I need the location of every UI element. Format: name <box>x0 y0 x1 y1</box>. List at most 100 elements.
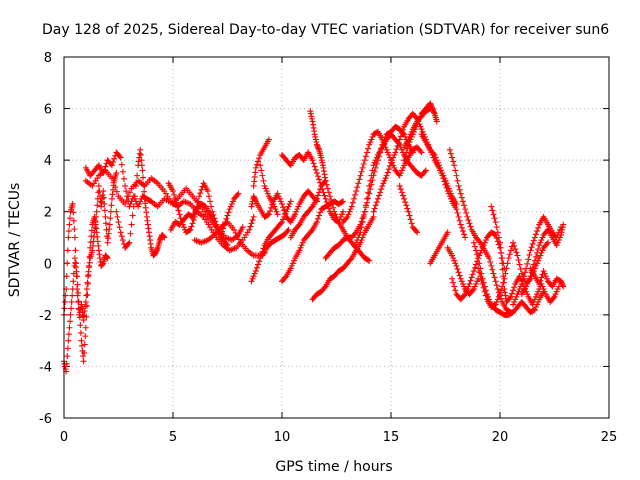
data-point <box>403 202 410 209</box>
data-point <box>553 288 560 295</box>
data-point <box>364 195 371 202</box>
data-point <box>279 219 285 226</box>
grid-layer <box>64 57 609 418</box>
data-point <box>488 203 495 210</box>
data-point <box>489 266 496 273</box>
data-point <box>66 318 73 325</box>
data-point <box>494 229 501 236</box>
series-track <box>61 170 120 324</box>
data-point <box>119 168 126 175</box>
data-point <box>258 167 265 174</box>
data-point <box>352 191 359 198</box>
data-points <box>61 100 567 375</box>
data-point <box>535 288 542 295</box>
data-point <box>110 179 117 186</box>
data-point <box>407 131 414 138</box>
data-point <box>71 234 78 241</box>
data-point <box>66 324 73 331</box>
data-point <box>405 208 412 215</box>
data-point <box>404 205 411 212</box>
data-point <box>524 280 531 287</box>
data-point <box>543 240 550 247</box>
data-point <box>249 275 256 282</box>
data-point <box>511 284 518 291</box>
data-point <box>83 286 90 293</box>
x-tick-label: 0 <box>60 430 68 445</box>
data-point <box>224 242 231 249</box>
data-point <box>530 307 537 314</box>
data-point <box>314 192 321 199</box>
data-point <box>69 200 76 207</box>
data-point <box>78 342 85 349</box>
data-point <box>538 237 545 244</box>
data-point <box>231 226 238 233</box>
data-point <box>393 146 400 153</box>
data-point <box>487 258 494 265</box>
data-point <box>338 211 345 218</box>
y-tick-label: -2 <box>39 309 52 324</box>
data-point <box>310 160 317 167</box>
data-point <box>479 244 486 251</box>
data-point <box>406 212 413 219</box>
data-point <box>481 239 488 246</box>
data-point <box>113 208 120 215</box>
data-point <box>72 247 79 254</box>
data-point <box>356 176 363 183</box>
data-point <box>123 197 130 204</box>
data-point <box>329 200 336 207</box>
data-point <box>544 239 551 246</box>
data-point <box>104 255 111 262</box>
data-point <box>298 242 305 249</box>
data-point <box>108 175 115 182</box>
data-point <box>468 274 475 281</box>
data-point <box>369 167 376 174</box>
data-point <box>131 193 138 200</box>
data-point <box>361 208 368 215</box>
data-point <box>68 298 75 305</box>
data-point <box>399 164 406 171</box>
data-point <box>536 280 543 287</box>
data-point <box>132 182 139 189</box>
data-point <box>526 251 533 258</box>
data-point <box>381 177 388 184</box>
data-point <box>476 269 483 276</box>
data-point <box>333 213 340 220</box>
data-point <box>452 167 459 174</box>
series-track <box>167 200 231 249</box>
data-point <box>116 153 123 160</box>
data-point <box>398 167 405 174</box>
data-point <box>223 240 230 247</box>
data-point <box>72 260 79 267</box>
data-point <box>282 211 289 218</box>
data-point <box>368 136 375 143</box>
data-point <box>64 260 71 267</box>
data-point <box>429 151 436 158</box>
data-point <box>62 298 69 305</box>
series-track <box>418 131 469 241</box>
data-point <box>478 277 485 284</box>
data-point <box>529 240 536 247</box>
data-point <box>466 220 473 227</box>
data-point <box>328 197 335 204</box>
data-point <box>282 274 289 281</box>
data-point <box>204 188 211 195</box>
data-point <box>494 296 501 303</box>
data-point <box>445 190 452 197</box>
data-point <box>68 305 75 312</box>
x-axis-label: GPS time / hours <box>275 459 392 475</box>
data-point <box>457 275 464 282</box>
data-point <box>531 257 538 264</box>
data-point <box>127 230 134 237</box>
series-track <box>279 149 347 226</box>
data-point <box>73 273 80 280</box>
data-point <box>367 139 374 146</box>
data-point <box>437 167 444 174</box>
series-track <box>248 198 294 285</box>
data-point <box>444 188 451 195</box>
data-point <box>516 261 523 268</box>
data-point <box>471 283 478 290</box>
data-point <box>357 172 364 179</box>
data-point <box>253 264 260 271</box>
data-point <box>532 304 539 311</box>
data-point <box>361 157 368 164</box>
